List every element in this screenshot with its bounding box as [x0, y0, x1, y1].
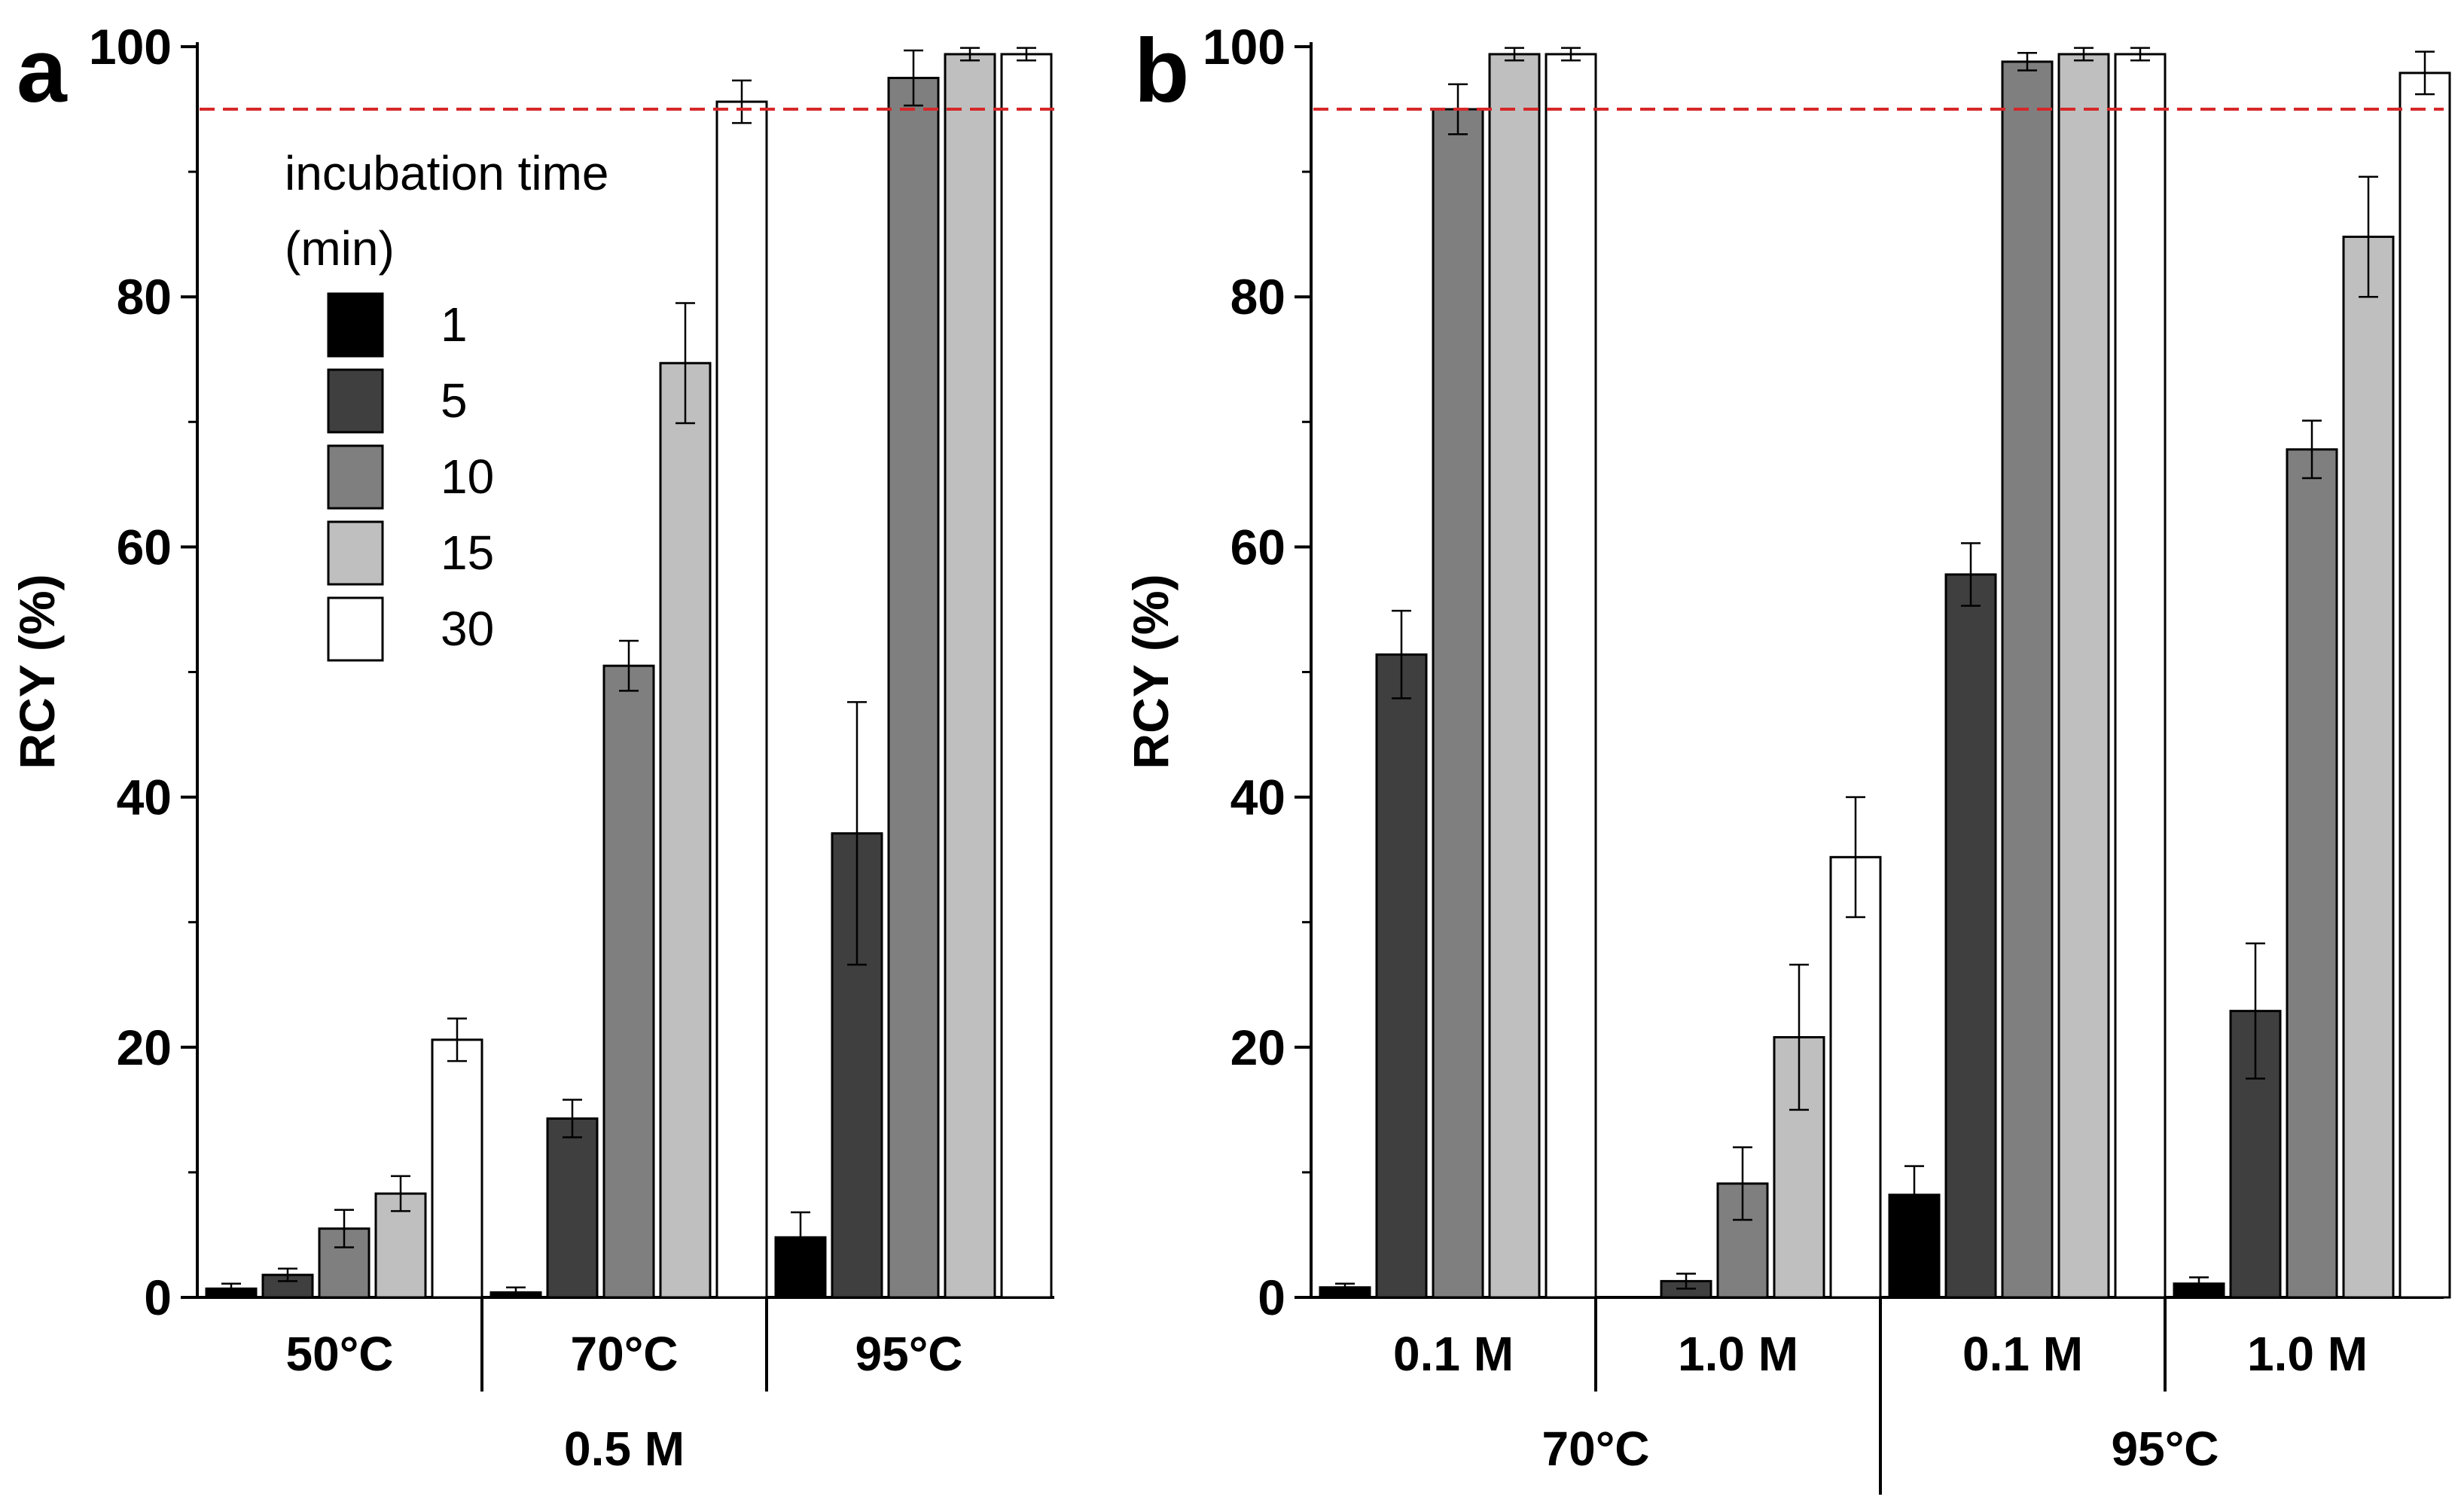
bar-b-0-30 [1545, 53, 1597, 1299]
y-tick-label-b-3: 60 [1230, 519, 1285, 575]
legend-label-15: 15 [441, 526, 494, 580]
y-tick-label-a-2: 40 [117, 770, 172, 825]
category-label-b-3: 1.0 M [2247, 1327, 2368, 1381]
legend-swatch-15 [327, 520, 384, 586]
bar-b-2-5 [1944, 573, 1997, 1299]
y-tick-label-b-1: 20 [1230, 1020, 1285, 1075]
bar-b-3-15 [2342, 235, 2395, 1299]
legend-swatch-5 [327, 368, 384, 434]
legend-swatch-30 [327, 596, 384, 662]
bar-b-2-10 [2001, 60, 2054, 1299]
y-tick-label-a-3: 60 [117, 519, 172, 575]
bar-a-1-15 [659, 361, 712, 1299]
y-tick-label-a-0: 0 [144, 1270, 172, 1325]
y-tick-label-a-5: 100 [89, 19, 172, 75]
y-tick-label-b-4: 80 [1230, 269, 1285, 325]
bar-a-1-30 [715, 100, 768, 1299]
category-label-b-2: 0.1 M [1962, 1327, 2083, 1381]
legend-title-line1: incubation time [285, 146, 608, 200]
bar-a-1-5 [546, 1117, 599, 1299]
bar-b-1-30 [1829, 855, 1882, 1299]
category-label-b-0: 0.1 M [1393, 1327, 1514, 1381]
bar-b-2-30 [2114, 53, 2167, 1299]
bar-b-2-15 [2057, 53, 2110, 1299]
group-label-a-0: 0.5 M [564, 1422, 685, 1476]
y-axis-title-a: RCY (%) [9, 574, 65, 769]
group-label-b-0: 70°C [1542, 1422, 1650, 1476]
legend-label-10: 10 [441, 450, 494, 504]
bar-b-0-15 [1488, 53, 1541, 1299]
bar-b-2-1 [1888, 1193, 1941, 1299]
y-tick-label-b-2: 40 [1230, 770, 1285, 825]
bar-b-3-10 [2286, 448, 2338, 1299]
bar-a-1-10 [602, 664, 655, 1299]
legend-swatch-1 [327, 292, 384, 358]
category-label-a-2: 95°C [855, 1327, 963, 1381]
bar-b-0-10 [1432, 108, 1484, 1299]
legend-label-30: 30 [441, 602, 494, 656]
bar-a-2-15 [944, 53, 996, 1299]
y-tick-label-a-4: 80 [117, 269, 172, 325]
group-label-b-1: 95°C [2112, 1422, 2219, 1476]
bar-a-2-10 [887, 77, 940, 1299]
legend-title-line2: (min) [285, 221, 395, 276]
legend-swatch-10 [327, 444, 384, 510]
legend-label-1: 1 [441, 297, 468, 352]
category-label-a-0: 50°C [286, 1327, 394, 1381]
panel-letter-b: b [1134, 20, 1189, 121]
y-axis-title-b: RCY (%) [1123, 574, 1179, 769]
bar-b-3-30 [2398, 72, 2451, 1299]
bar-a-0-30 [431, 1038, 483, 1299]
category-label-a-1: 70°C [571, 1327, 679, 1381]
bar-b-0-5 [1375, 653, 1428, 1299]
category-label-b-1: 1.0 M [1678, 1327, 1798, 1381]
bar-a-2-30 [1000, 53, 1053, 1299]
y-tick-label-a-1: 20 [117, 1020, 172, 1075]
panel-letter-a: a [17, 20, 68, 121]
y-tick-label-b-5: 100 [1203, 19, 1285, 75]
y-tick-label-b-0: 0 [1258, 1270, 1285, 1325]
legend-label-5: 5 [441, 373, 468, 428]
